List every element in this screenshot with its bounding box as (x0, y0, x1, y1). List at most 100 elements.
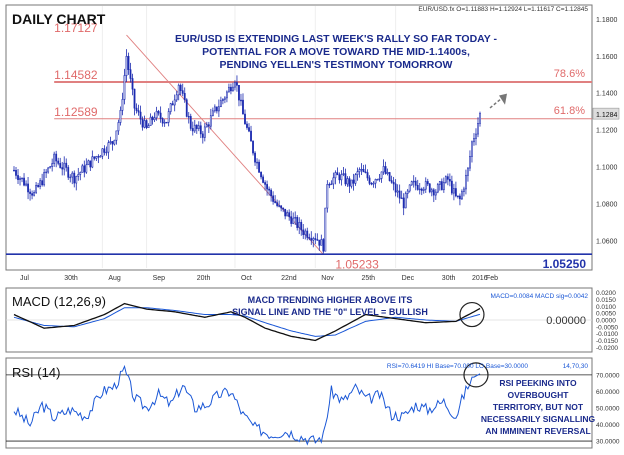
candle-body (37, 185, 40, 187)
x-axis-label: Jul (20, 275, 29, 282)
candle-body (83, 165, 86, 173)
candle-body (135, 107, 138, 111)
rsi-highlight-circle (463, 362, 489, 388)
candle-body (306, 230, 309, 238)
candle-body (248, 127, 250, 132)
candle-body (272, 195, 275, 202)
candle-body (354, 174, 357, 184)
candle-body (39, 180, 42, 187)
candle-body (211, 110, 214, 117)
price-tick-label: 1.1000 (596, 165, 618, 172)
candle-body (65, 162, 68, 168)
candle-body (404, 193, 407, 209)
candle-body (408, 184, 411, 192)
candle-body (117, 122, 120, 132)
candle-body (51, 163, 54, 168)
x-axis-label: Aug (108, 275, 121, 282)
candle-body (221, 98, 224, 101)
candle-body (479, 113, 481, 124)
current-price-tag (592, 107, 620, 120)
rsi-tick-label: 40.0000 (596, 422, 620, 429)
candle-body (173, 99, 176, 106)
rsi-panel (5, 357, 593, 449)
candle-body (288, 212, 291, 217)
fib-retracement-label: 61.8% (554, 105, 585, 117)
candle-body (105, 151, 108, 154)
rsi-readout: RSI=70.6419 HI Base=70.000 LO Base=30.00… (387, 363, 529, 370)
candle-body (242, 99, 244, 115)
candle-body (224, 97, 226, 100)
candle-body (41, 180, 44, 186)
macd-tick-label: -0.0150 (596, 338, 618, 345)
candle-body (330, 183, 333, 186)
candle-body (302, 229, 305, 236)
candle-body (193, 124, 196, 132)
candle-body (181, 90, 184, 94)
candle-body (280, 205, 283, 209)
candle-body (63, 162, 66, 170)
candle-body (199, 125, 202, 135)
macd-title: MACD (12,26,9) (12, 294, 106, 309)
candle-body (442, 181, 445, 191)
candle-body (13, 169, 15, 172)
candle-body (350, 179, 353, 187)
candle-body (352, 179, 355, 184)
fib-price-label: 1.05233 (335, 257, 379, 271)
candle-body (461, 191, 463, 200)
candle-body (19, 178, 21, 180)
candle-body (264, 182, 266, 185)
candle-body (69, 176, 72, 179)
candle-body (121, 99, 124, 111)
price-tick-label: 1.0600 (596, 238, 618, 245)
candle-body (183, 93, 186, 101)
candle-body (290, 216, 293, 224)
candle-body (75, 176, 78, 184)
candle-body (161, 118, 164, 124)
candle-body (232, 86, 234, 92)
candle-body (254, 152, 256, 163)
fib-price-label: 1.12589 (54, 105, 98, 119)
candle-body (171, 103, 174, 106)
candle-body (189, 116, 192, 129)
headline-line-1: EUR/USD IS EXTENDING LAST WEEK'S RALLY S… (175, 33, 498, 45)
candle-body (244, 113, 246, 125)
candle-body (428, 183, 431, 193)
candle-body (111, 141, 114, 145)
x-axis-label: 30th (442, 275, 456, 282)
candle-body (312, 238, 315, 241)
candle-body (15, 170, 17, 176)
candle-body (390, 180, 393, 183)
candle-body (95, 156, 98, 159)
candle-body (133, 88, 136, 109)
candle-body (342, 173, 345, 175)
price-tick-label: 1.1200 (596, 128, 618, 135)
candle-body (326, 184, 329, 209)
candle-body (61, 167, 64, 170)
rsi-note-line: OVERBOUGHT (508, 390, 570, 400)
candle-body (412, 180, 415, 183)
chart-title: DAILY CHART (12, 11, 106, 27)
candle-body (157, 110, 160, 114)
macd-tick-label: -0.0200 (596, 345, 618, 352)
candle-body (396, 190, 399, 193)
candle-body (366, 172, 369, 179)
candle-body (103, 148, 106, 153)
macd-tick-label: -0.0100 (596, 331, 618, 338)
candle-body (469, 156, 471, 169)
candle-body (226, 91, 228, 99)
candle-body (33, 191, 35, 196)
candle-body (332, 177, 335, 185)
macd-highlight-circle (459, 301, 485, 328)
candle-body (89, 160, 92, 168)
candle-body (129, 69, 132, 79)
rsi-note-line: NECESSARILY SIGNALLING (481, 414, 596, 424)
candle-body (91, 156, 94, 168)
candle-body (203, 126, 206, 138)
candle-body (197, 125, 200, 129)
candle-body (360, 168, 363, 171)
candle-body (467, 167, 469, 176)
candle-body (165, 121, 168, 124)
candle-body (125, 55, 128, 76)
candle-body (77, 174, 80, 177)
candle-body (209, 115, 212, 127)
